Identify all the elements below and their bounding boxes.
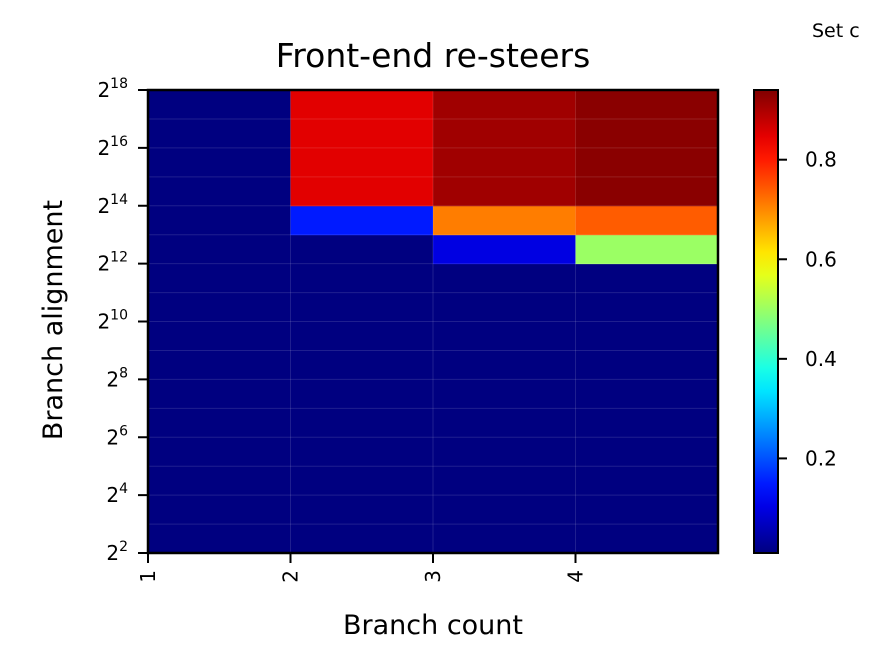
heatmap-cell: [575, 90, 719, 120]
heatmap-cell: [575, 350, 719, 380]
heatmap-cell: [290, 205, 434, 236]
heatmap-cell: [148, 147, 291, 178]
heatmap-cell: [290, 263, 434, 294]
heatmap-cell: [433, 321, 576, 351]
heatmap-cell: [290, 524, 434, 554]
heatmap-cell: [290, 176, 434, 207]
heatmap-cell: [290, 437, 434, 467]
y-tick-label: 214: [97, 192, 128, 218]
y-tick-label: 210: [97, 308, 128, 334]
heatmap-cell: [148, 321, 291, 351]
heatmap-cell: [290, 408, 434, 438]
colorbar-tick-label: 0.4: [805, 347, 837, 371]
colorbar-tick-label: 0.8: [805, 148, 837, 172]
heatmap-cell: [575, 176, 719, 207]
heatmap-cell: [575, 408, 719, 438]
heatmap-cell: [433, 350, 576, 380]
heatmap-cell: [575, 263, 719, 294]
heatmap-cell: [575, 379, 719, 409]
plot-frame: [146, 88, 720, 555]
heatmap-cell: [148, 495, 291, 525]
heatmap-cell: [290, 379, 434, 409]
heatmap-cell: [148, 466, 291, 496]
heatmap-cell: [575, 234, 719, 265]
heatmap-cell: [433, 437, 576, 467]
heatmap-cell: [575, 437, 719, 467]
heatmap-cell: [433, 90, 576, 120]
heatmap-cell: [433, 147, 576, 178]
heatmap-cell: [290, 234, 434, 265]
colorbar-tick-label: 0.6: [805, 247, 837, 271]
y-axis-label: Branch alignment: [38, 200, 69, 440]
heatmap-cell: [433, 466, 576, 496]
y-tick-label: 216: [97, 134, 128, 160]
y-tick-label: 218: [97, 76, 128, 102]
heatmap-cell: [148, 350, 291, 380]
heatmap-cell: [433, 495, 576, 525]
heatmap-cell: [290, 147, 434, 178]
x-tick-label: 1: [136, 570, 160, 583]
heatmap-cell: [148, 176, 291, 207]
heatmap-cell: [148, 118, 291, 149]
x-axis-label: Branch count: [343, 610, 523, 641]
heatmap-cell: [575, 321, 719, 351]
heatmap-cell: [575, 495, 719, 525]
y-axis: 22 24 26 28 210 212 214 216 218: [97, 76, 148, 565]
colorbar-ticks: 0.2 0.4 0.6 0.8: [778, 148, 837, 470]
y-tick-label: 24: [106, 481, 128, 507]
heatmap-cell: [290, 90, 434, 120]
x-tick-label: 3: [421, 570, 445, 583]
heatmap-cells: [148, 90, 719, 554]
heatmap-cell: [148, 263, 291, 294]
heatmap-cell: [148, 292, 291, 322]
x-tick-label: 2: [279, 570, 303, 583]
heatmap-cell: [433, 379, 576, 409]
heatmap-cell: [148, 524, 291, 554]
heatmap-cell: [433, 292, 576, 322]
heatmap-cell: [148, 437, 291, 467]
heatmap-cell: [575, 118, 719, 149]
heatmap-cell: [575, 466, 719, 496]
x-tick-label: 4: [564, 570, 588, 583]
heatmap-cell: [433, 205, 576, 236]
heatmap-cell: [575, 147, 719, 178]
chart-title: Front-end re-steers: [276, 36, 591, 75]
heatmap-cell: [433, 263, 576, 294]
heatmap-cell: [290, 466, 434, 496]
heatmap-cell: [575, 205, 719, 236]
colorbar-tick-label: 0.2: [805, 446, 837, 470]
heatmap-cell: [148, 408, 291, 438]
heatmap-cell: [433, 176, 576, 207]
heatmap-cell: [290, 350, 434, 380]
heatmap-cell: [148, 379, 291, 409]
y-tick-label: 212: [97, 250, 128, 276]
heatmap-cell: [575, 292, 719, 322]
corner-note: Set c: [812, 20, 860, 42]
heatmap-cell: [433, 524, 576, 554]
y-tick-label: 22: [106, 539, 128, 565]
x-axis: 1 2 3 4: [136, 553, 588, 583]
heatmap-cell: [148, 205, 291, 236]
heatmap-cell: [148, 234, 291, 265]
heatmap-cell: [148, 90, 291, 120]
colorbar: [753, 89, 779, 554]
heatmap-cell: [290, 495, 434, 525]
heatmap-cell: [575, 524, 719, 554]
y-tick-label: 26: [106, 423, 128, 449]
heatmap-cell: [433, 234, 576, 265]
heatmap-cell: [290, 118, 434, 149]
heatmap-cell: [433, 408, 576, 438]
heatmap-cell: [290, 292, 434, 322]
y-tick-label: 28: [106, 365, 128, 391]
heatmap-cell: [290, 321, 434, 351]
heatmap-cell: [433, 118, 576, 149]
